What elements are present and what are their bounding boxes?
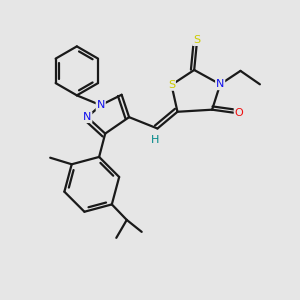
Text: O: O (235, 108, 243, 118)
Text: S: S (193, 35, 200, 45)
Text: N: N (83, 112, 92, 122)
Text: S: S (168, 80, 175, 90)
Text: N: N (97, 100, 105, 110)
Text: N: N (216, 79, 224, 89)
Text: H: H (151, 135, 159, 146)
